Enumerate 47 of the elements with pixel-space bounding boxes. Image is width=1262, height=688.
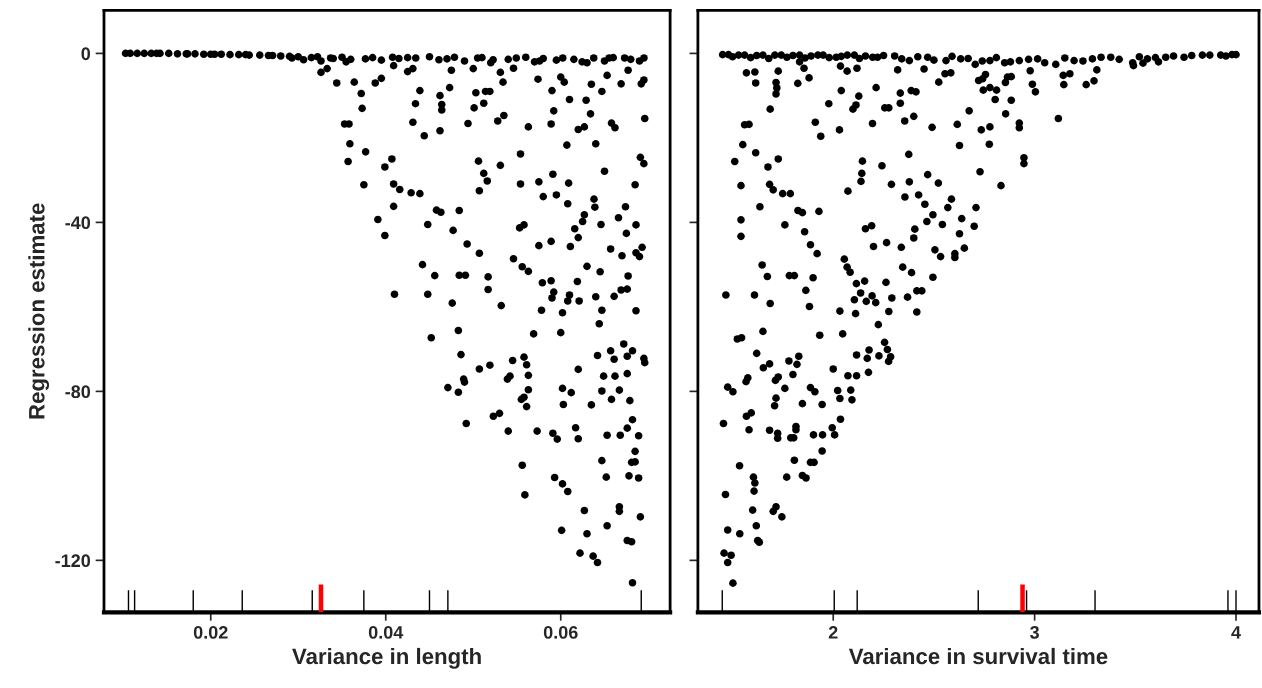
y-tick-label: 0 bbox=[81, 47, 91, 61]
point bbox=[1097, 53, 1105, 62]
point bbox=[1006, 58, 1015, 66]
point bbox=[1135, 52, 1144, 61]
point bbox=[734, 51, 743, 59]
point bbox=[978, 57, 987, 65]
point bbox=[746, 53, 755, 62]
point bbox=[897, 55, 906, 63]
point bbox=[771, 51, 779, 59]
point bbox=[801, 54, 809, 62]
point bbox=[1040, 58, 1049, 67]
x-tick-label: 0.02 bbox=[193, 625, 228, 639]
point bbox=[1024, 55, 1033, 64]
y-axis-title: Regression estimate bbox=[28, 203, 50, 419]
point bbox=[964, 54, 972, 63]
point bbox=[807, 52, 815, 60]
point bbox=[843, 51, 852, 59]
point bbox=[930, 56, 938, 64]
x-tick-label: 2 bbox=[828, 625, 838, 639]
point bbox=[914, 52, 922, 61]
point bbox=[789, 51, 797, 60]
x-tick-label: 3 bbox=[1030, 625, 1039, 639]
point bbox=[752, 51, 761, 60]
point bbox=[819, 51, 827, 59]
point bbox=[861, 52, 870, 60]
point bbox=[879, 51, 888, 60]
x-axis-title: Variance in length bbox=[292, 647, 481, 669]
point bbox=[1206, 51, 1214, 59]
x-axis-title: Variance in survival time bbox=[848, 647, 1108, 665]
point bbox=[855, 54, 864, 63]
y-tick-label: -120 bbox=[55, 554, 91, 568]
point bbox=[825, 53, 833, 62]
point bbox=[1151, 53, 1160, 62]
point bbox=[1228, 50, 1236, 59]
point bbox=[1115, 55, 1124, 64]
x-tick-label: 0.06 bbox=[543, 625, 578, 639]
point bbox=[948, 52, 956, 61]
point bbox=[992, 53, 1001, 62]
point bbox=[1169, 52, 1178, 60]
point bbox=[1079, 57, 1087, 65]
point bbox=[1061, 54, 1069, 62]
x-tick-label: 0.04 bbox=[368, 625, 404, 639]
y-tick-label: -80 bbox=[65, 385, 91, 399]
point bbox=[764, 54, 773, 63]
x-tick-label: 4 bbox=[1231, 626, 1241, 639]
y-tick-label: -40 bbox=[65, 216, 91, 230]
point bbox=[1187, 51, 1196, 60]
